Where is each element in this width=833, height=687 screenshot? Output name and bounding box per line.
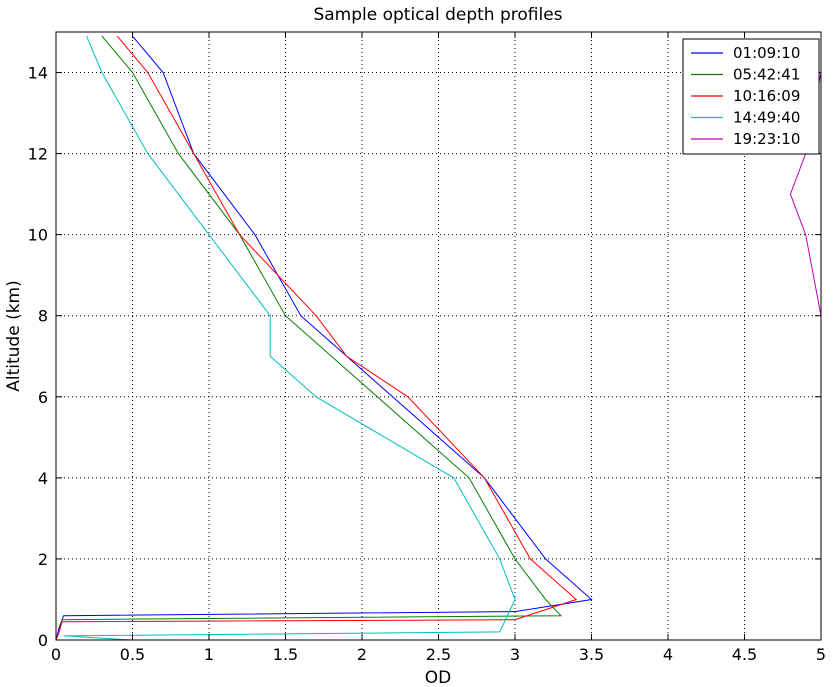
- x-tick-label: 0: [51, 645, 61, 664]
- y-tick-label: 12: [28, 145, 48, 164]
- series-10-16-09: [55, 35, 578, 641]
- y-axis-label: Altitude (km): [4, 280, 24, 392]
- x-tick-label: 2: [357, 645, 367, 664]
- y-tick-label: 2: [38, 550, 48, 569]
- grid: [56, 32, 821, 640]
- x-tick-label: 2.5: [426, 645, 451, 664]
- legend-entry-label: 05:42:41: [733, 66, 800, 84]
- y-tick-label: 8: [38, 307, 48, 326]
- x-tick-label: 0.5: [120, 645, 145, 664]
- x-tick-label: 3: [510, 645, 520, 664]
- legend-entry-label: 10:16:09: [733, 87, 800, 105]
- x-tick-label: 3.5: [579, 645, 604, 664]
- series-line: [55, 35, 593, 641]
- legend-entry-label: 14:49:40: [733, 109, 800, 127]
- x-tick-label: 1: [204, 645, 214, 664]
- x-tick-label: 1.5: [273, 645, 298, 664]
- series-05-42-41: [55, 35, 563, 641]
- x-tick-label: 5: [816, 645, 826, 664]
- legend-entry-label: 19:23:10: [733, 130, 800, 148]
- y-tick-label: 14: [28, 64, 48, 83]
- series-line: [55, 35, 563, 641]
- y-tick-label: 6: [38, 388, 48, 407]
- y-tick-label: 0: [38, 631, 48, 650]
- x-tick-label: 4: [663, 645, 673, 664]
- y-tick-label: 10: [28, 226, 48, 245]
- legend-entry-label: 01:09:10: [733, 44, 800, 62]
- series-line: [56, 35, 516, 641]
- chart-title: Sample optical depth profiles: [313, 5, 562, 25]
- x-tick-label: 4.5: [732, 645, 757, 664]
- series-14-49-40: [56, 35, 516, 641]
- legend: 01:09:10 05:42:41 10:16:09 14:49:40 19:23:10: [682, 38, 820, 155]
- series-line: [55, 35, 578, 641]
- x-axis-label: OD: [425, 668, 451, 687]
- axes: 0 0.5 1 1.5 2 2.5 3 3.5 4 4.5 5 0 2 4 6 8 10 12 14: [28, 31, 826, 664]
- y-tick-label: 4: [38, 469, 48, 488]
- series-01-09-10: [55, 35, 593, 641]
